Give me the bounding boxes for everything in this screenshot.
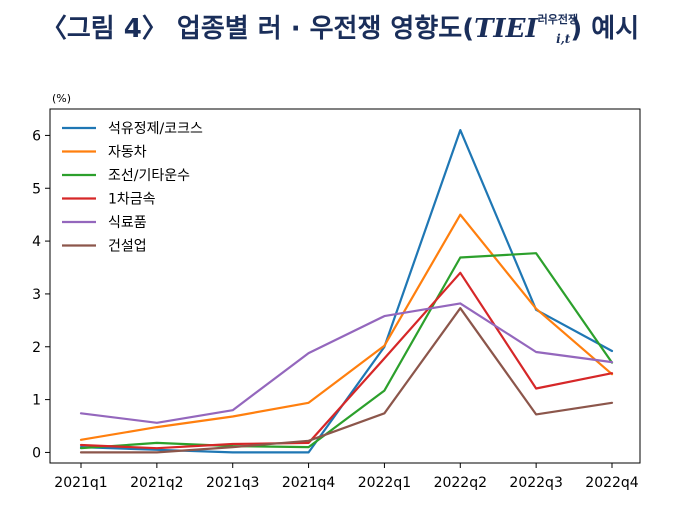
figure-title: 〈그림 4〉 업종별 러 · 우전쟁 영향도(TIEI러우전쟁 i,t) 예시 [0, 8, 680, 46]
figure-title-suffix: ) 예시 [570, 14, 640, 44]
x-tick-label: 2022q4 [585, 475, 639, 491]
series-line-3 [79, 252, 614, 450]
x-tick-label: 2021q2 [130, 475, 183, 491]
figure-title-prefix: 〈그림 4〉 업종별 러 · 우전쟁 영향도( [40, 14, 475, 44]
y-tick-label: 0 [32, 445, 41, 461]
legend-label: 식료품 [108, 215, 147, 231]
y-tick-label: 4 [32, 234, 41, 250]
legend-label: 석유정제/코크스 [108, 121, 203, 137]
series-lines [79, 129, 614, 454]
y-axis-label: (%) [52, 92, 71, 105]
figure-title-math-symbol: TIEI [474, 14, 538, 44]
y-tick-label: 2 [32, 340, 41, 356]
x-tick-label: 2022q2 [434, 475, 487, 491]
y-tick-label: 6 [32, 128, 41, 144]
y-tick-label: 1 [32, 393, 41, 409]
series-line-6 [79, 307, 614, 454]
x-tick-label: 2022q3 [509, 475, 562, 491]
x-tick-label: 2021q4 [282, 475, 336, 491]
series-line-5 [79, 302, 614, 424]
x-tick-label: 2021q1 [54, 475, 107, 491]
series-line-4 [79, 271, 614, 450]
figure-title-subscript: i,t [556, 32, 571, 46]
y-axis: 0 1 2 3 4 5 6 [32, 128, 50, 461]
legend-label: 건설업 [108, 239, 147, 255]
x-axis: 2021q1 2021q2 2021q3 2021q4 2022q1 2022q2 2022… [54, 463, 639, 491]
series-line-2 [79, 213, 614, 441]
y-tick-label: 5 [32, 181, 41, 197]
figure-title-math: TIEI러우전쟁 i,t [474, 13, 578, 46]
figure-title-superscript: 러우전쟁 [537, 13, 579, 26]
legend-label: 조선/기타운수 [108, 168, 190, 184]
x-tick-label: 2022q1 [358, 475, 411, 491]
plot-frame [49, 108, 641, 464]
x-tick-label: 2021q3 [206, 475, 259, 491]
legend-label: 자동차 [108, 145, 147, 161]
y-tick-label: 3 [32, 287, 41, 303]
legend-label: 1차금속 [108, 192, 156, 208]
